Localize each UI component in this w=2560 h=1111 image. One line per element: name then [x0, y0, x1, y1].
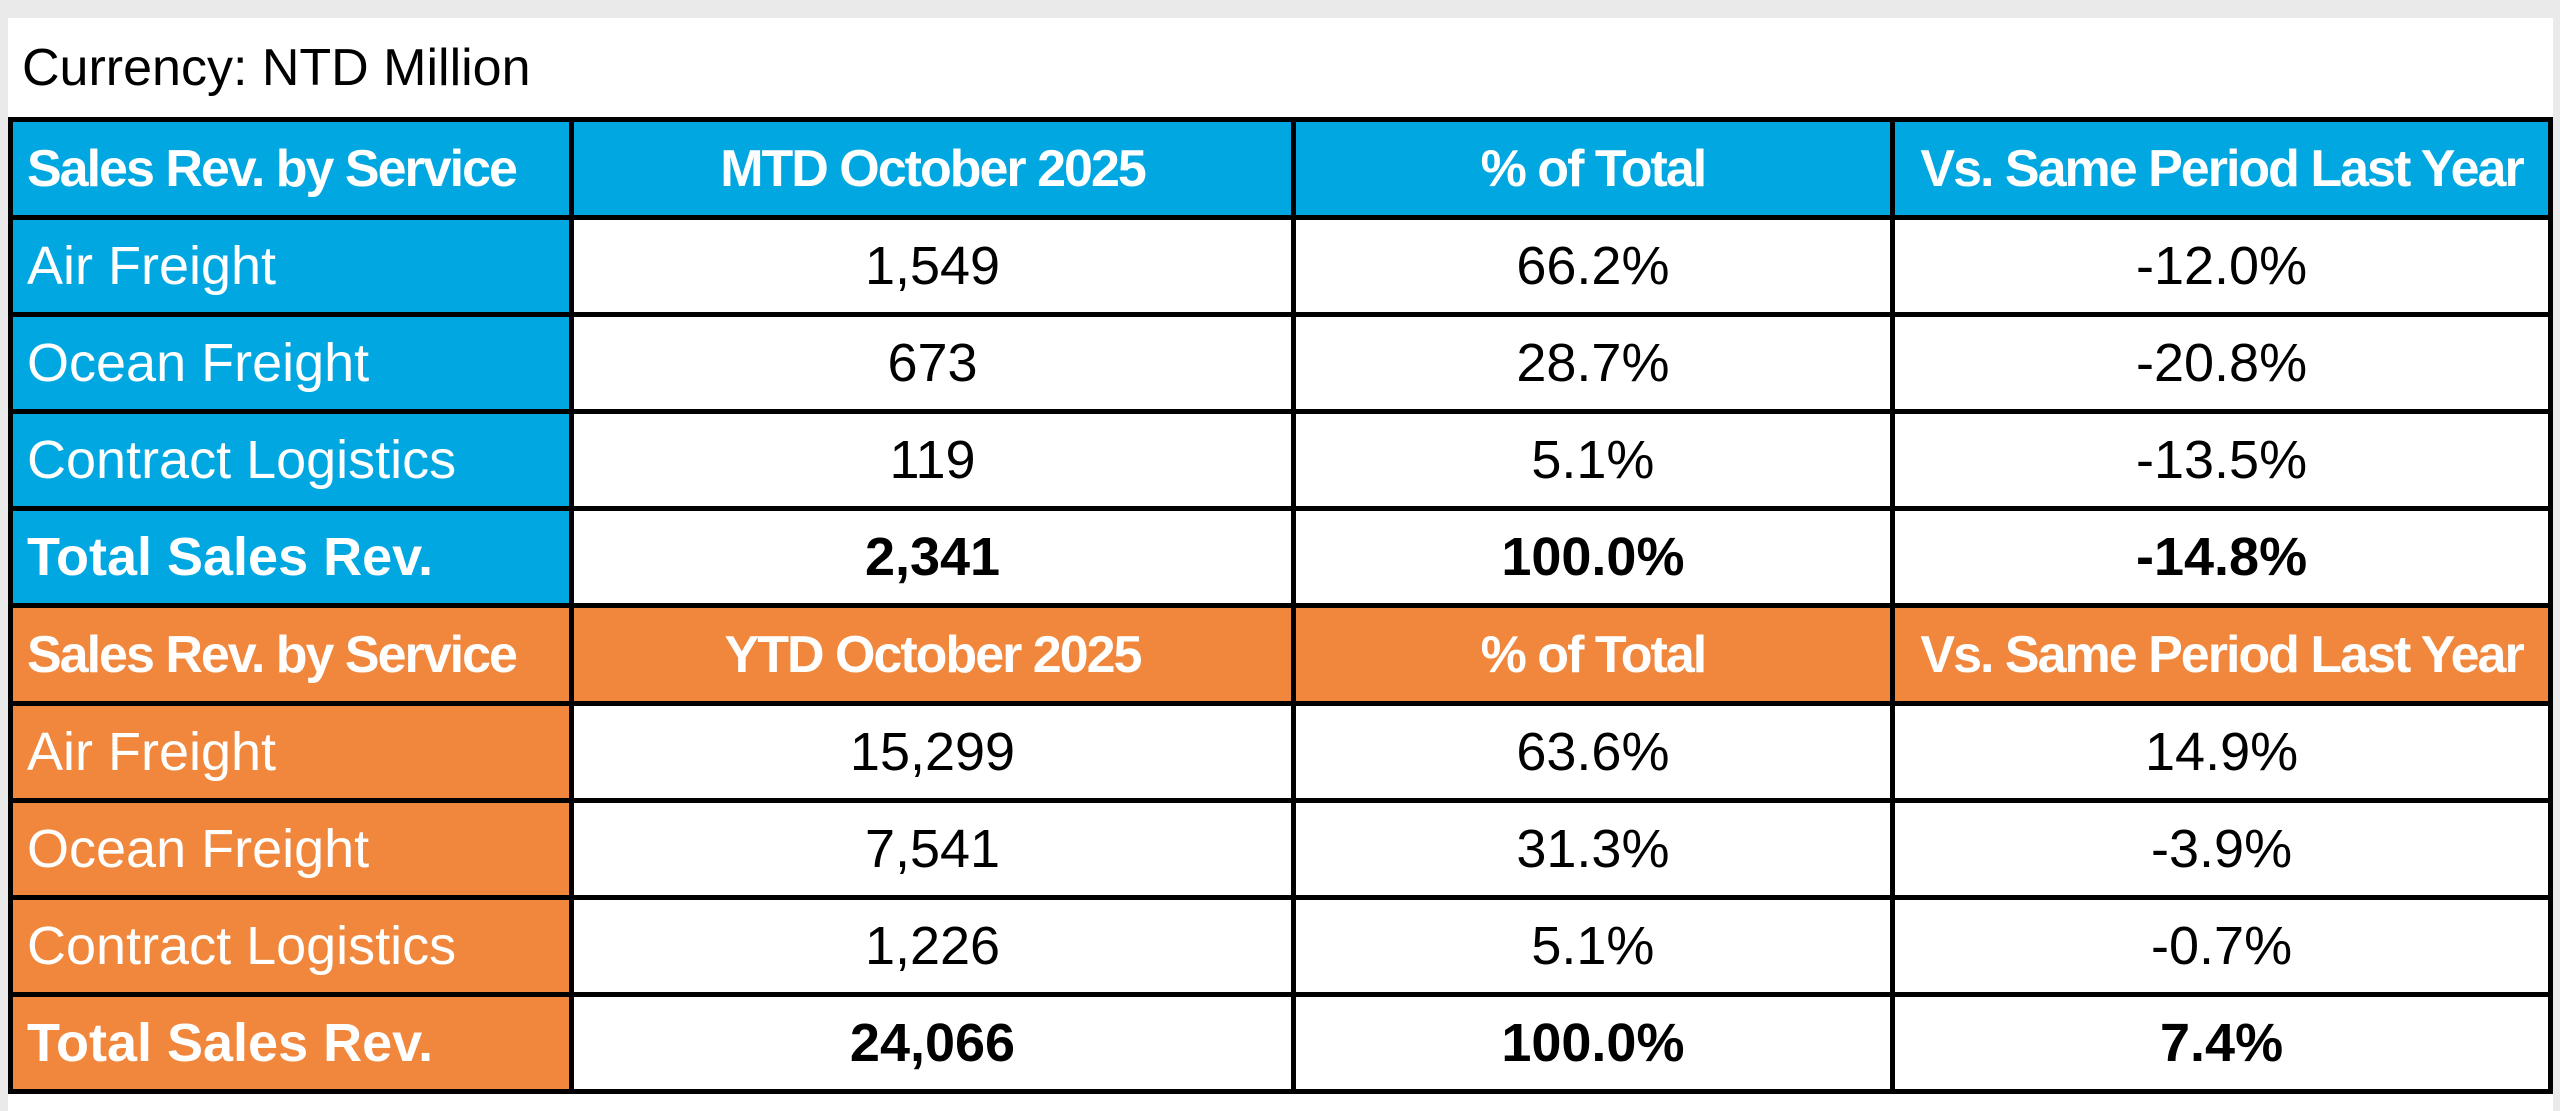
service-label: Air Freight [7, 701, 575, 803]
yoy-cell: -14.8% [1890, 506, 2553, 608]
value-cell: 119 [569, 409, 1296, 511]
table-row-total: Total Sales Rev. 24,066 100.0% 7.4% [7, 992, 2553, 1094]
value-cell: 15,299 [569, 701, 1296, 803]
yoy-cell: -3.9% [1890, 798, 2553, 900]
value-cell: 673 [569, 312, 1296, 414]
value-cell: 1,549 [569, 215, 1296, 317]
service-label: Total Sales Rev. [7, 992, 575, 1094]
value-cell: 1,226 [569, 895, 1296, 997]
table-row: Contract Logistics 1,226 5.1% -0.7% [7, 895, 2553, 997]
ytd-header-yoy: Vs. Same Period Last Year [1890, 603, 2553, 706]
pct-cell: 31.3% [1290, 798, 1896, 900]
service-label: Air Freight [7, 215, 575, 317]
yoy-cell: -12.0% [1890, 215, 2553, 317]
yoy-cell: -13.5% [1890, 409, 2553, 511]
ytd-header-pct: % of Total [1290, 603, 1896, 706]
table-row: Air Freight 1,549 66.2% -12.0% [7, 215, 2553, 317]
pct-cell: 5.1% [1290, 895, 1896, 997]
mtd-header-yoy: Vs. Same Period Last Year [1890, 117, 2553, 220]
ytd-header-period: YTD October 2025 [569, 603, 1296, 706]
pct-cell: 100.0% [1290, 506, 1896, 608]
table-row: Ocean Freight 7,541 31.3% -3.9% [7, 798, 2553, 900]
page-title: Currency: NTD Million [8, 18, 2553, 117]
pct-cell: 100.0% [1290, 992, 1896, 1094]
value-cell: 2,341 [569, 506, 1296, 608]
sales-revenue-table: Sales Rev. by Service MTD October 2025 %… [7, 117, 2553, 1094]
pct-cell: 5.1% [1290, 409, 1896, 511]
pct-cell: 28.7% [1290, 312, 1896, 414]
ytd-header-service: Sales Rev. by Service [7, 603, 575, 706]
yoy-cell: -0.7% [1890, 895, 2553, 997]
ytd-header-row: Sales Rev. by Service YTD October 2025 %… [7, 603, 2553, 706]
pct-cell: 63.6% [1290, 701, 1896, 803]
mtd-header-period: MTD October 2025 [569, 117, 1296, 220]
sheet: Currency: NTD Million Sales Rev. by Serv… [7, 18, 2553, 1111]
mtd-header-row: Sales Rev. by Service MTD October 2025 %… [7, 117, 2553, 220]
pct-cell: 66.2% [1290, 215, 1896, 317]
mtd-header-service: Sales Rev. by Service [7, 117, 575, 220]
table-row: Air Freight 15,299 63.6% 14.9% [7, 701, 2553, 803]
yoy-cell: 14.9% [1890, 701, 2553, 803]
service-label: Ocean Freight [7, 312, 575, 414]
mtd-header-pct: % of Total [1290, 117, 1896, 220]
yoy-cell: 7.4% [1890, 992, 2553, 1094]
table-row: Ocean Freight 673 28.7% -20.8% [7, 312, 2553, 414]
service-label: Total Sales Rev. [7, 506, 575, 608]
yoy-cell: -20.8% [1890, 312, 2553, 414]
service-label: Contract Logistics [7, 409, 575, 511]
service-label: Contract Logistics [7, 895, 575, 997]
value-cell: 7,541 [569, 798, 1296, 900]
service-label: Ocean Freight [7, 798, 575, 900]
table-row-total: Total Sales Rev. 2,341 100.0% -14.8% [7, 506, 2553, 608]
table-row: Contract Logistics 119 5.1% -13.5% [7, 409, 2553, 511]
value-cell: 24,066 [569, 992, 1296, 1094]
